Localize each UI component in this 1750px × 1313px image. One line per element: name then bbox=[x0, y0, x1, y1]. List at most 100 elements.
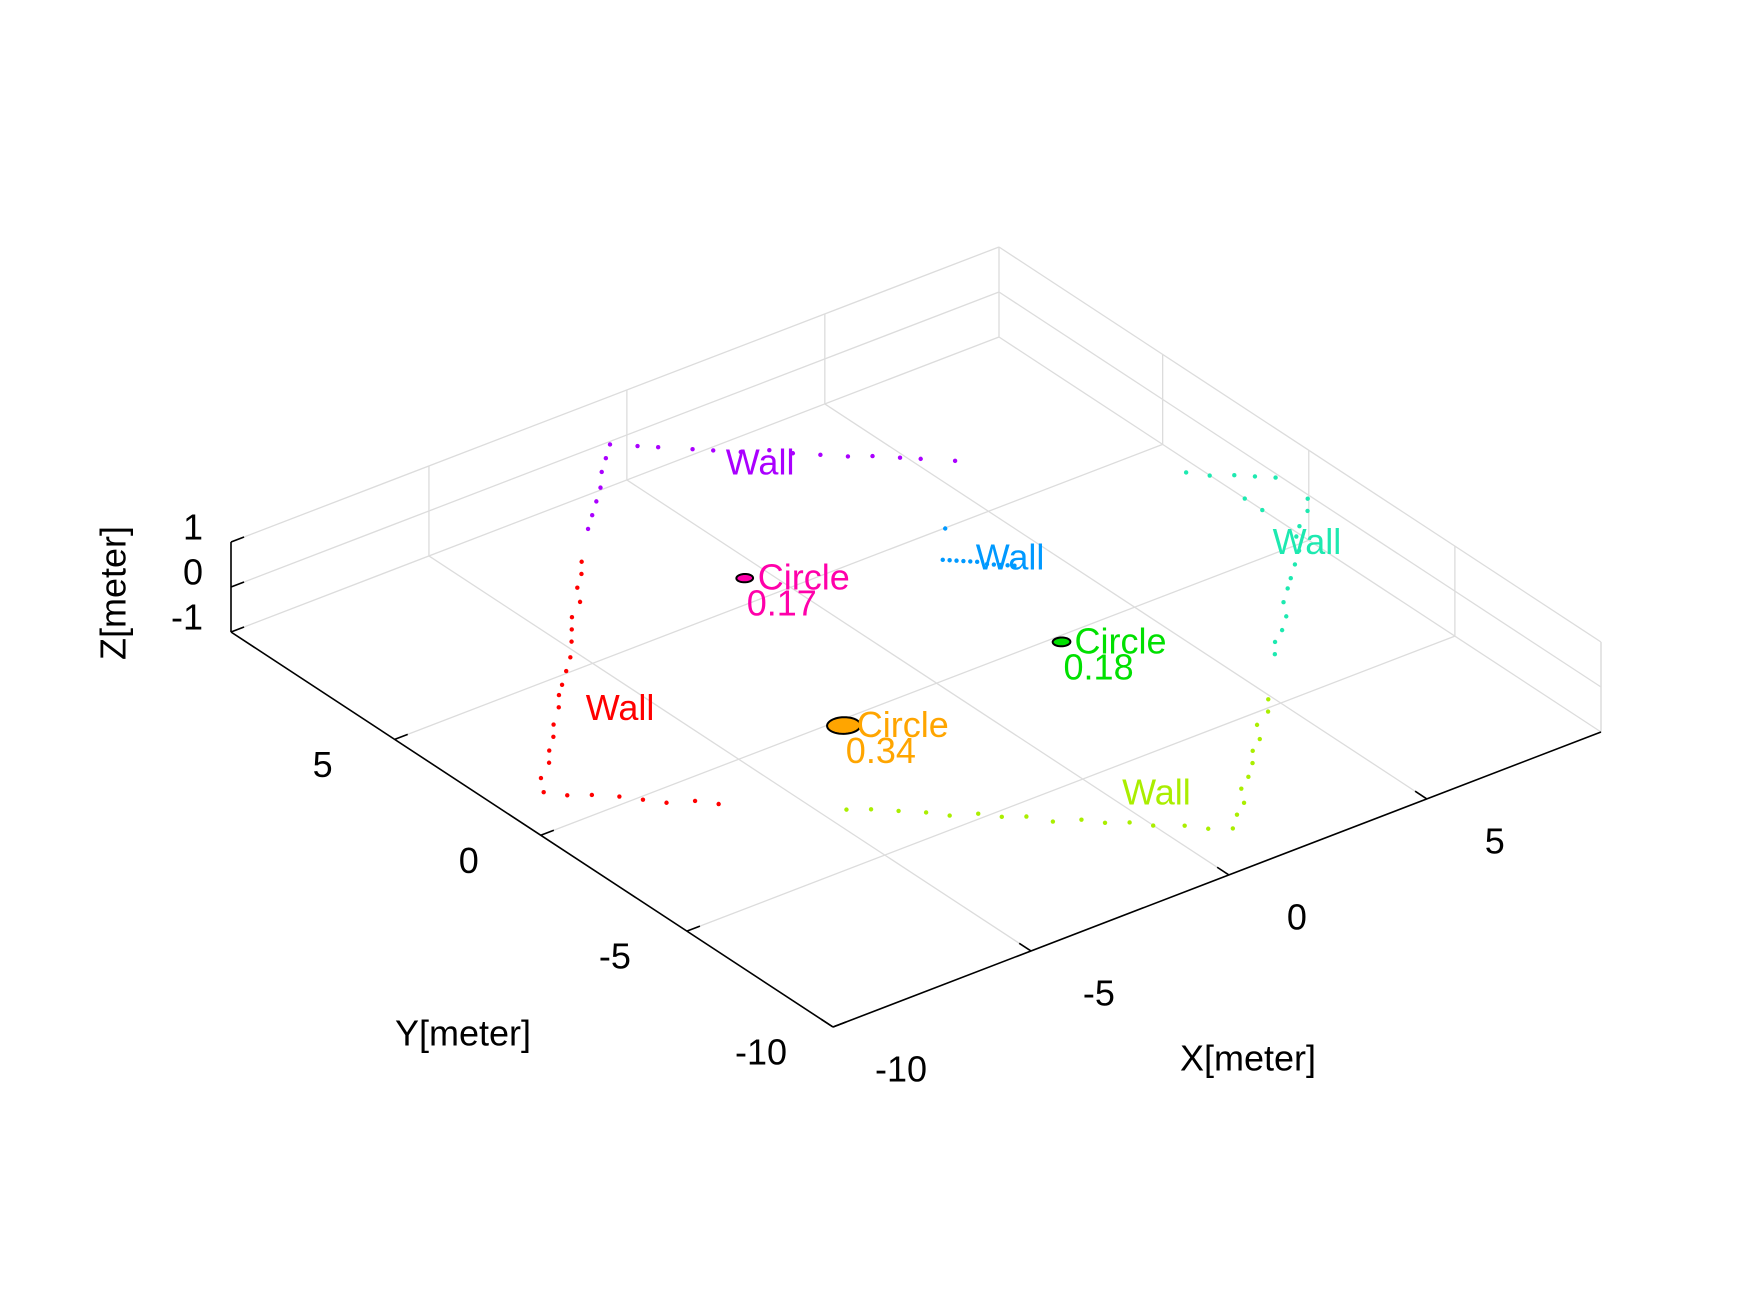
x-tick bbox=[820, 1018, 834, 1028]
x-tick-label: -10 bbox=[875, 1049, 927, 1090]
wall-point bbox=[998, 562, 1003, 568]
grid-line bbox=[428, 555, 1032, 952]
wall-point bbox=[556, 692, 562, 698]
wall-point bbox=[954, 558, 959, 563]
grid-layer bbox=[230, 246, 1602, 1028]
wall-point bbox=[952, 458, 958, 464]
wall-point bbox=[790, 451, 796, 456]
wall-point bbox=[844, 807, 849, 812]
wall-point bbox=[559, 682, 565, 687]
wall-point bbox=[640, 797, 646, 802]
x-axis-title: X[meter] bbox=[1180, 1038, 1316, 1079]
grid-line bbox=[824, 403, 1428, 800]
wall-point bbox=[690, 447, 695, 452]
wall-point bbox=[1242, 496, 1247, 501]
z-tick-label: 0 bbox=[183, 552, 203, 593]
wall-label: Wall bbox=[586, 687, 655, 728]
z-tick bbox=[230, 626, 245, 633]
wall-point bbox=[923, 810, 929, 815]
wall-point bbox=[1305, 508, 1310, 514]
wall-point bbox=[1297, 523, 1302, 529]
wall-point bbox=[551, 722, 556, 727]
wall-point bbox=[603, 456, 609, 461]
wall-point bbox=[598, 485, 603, 490]
wall-point bbox=[556, 705, 561, 710]
wall-point bbox=[1294, 534, 1299, 539]
grid-line bbox=[230, 336, 1000, 633]
wall-label: Wall bbox=[976, 536, 1045, 577]
y-tick-label: 0 bbox=[459, 840, 479, 881]
grid-line bbox=[230, 246, 1000, 543]
wall-point bbox=[1102, 820, 1108, 825]
wall-point bbox=[918, 456, 923, 462]
z-tick-label: -1 bbox=[171, 597, 203, 638]
wall-point bbox=[1285, 586, 1290, 591]
y-axis-line bbox=[230, 631, 834, 1028]
wall-point bbox=[991, 562, 997, 567]
y-tick-label: -10 bbox=[735, 1032, 787, 1073]
grid-line bbox=[998, 246, 1602, 643]
wall-point bbox=[1292, 562, 1298, 567]
wall-point bbox=[655, 445, 661, 450]
wall-point bbox=[716, 801, 721, 807]
wall-point bbox=[943, 526, 948, 531]
wall-point bbox=[635, 443, 640, 449]
grid-line bbox=[540, 539, 1310, 836]
wall-point bbox=[692, 798, 698, 804]
wall-point bbox=[896, 808, 901, 814]
wall-point bbox=[738, 449, 743, 455]
wall-point bbox=[940, 557, 945, 563]
x-tick-label: 0 bbox=[1287, 896, 1307, 937]
wall-point bbox=[1005, 563, 1010, 568]
wall-point bbox=[1239, 786, 1244, 791]
circle-label: Circle bbox=[758, 557, 850, 598]
wall-point bbox=[599, 469, 604, 475]
wall-point bbox=[1234, 812, 1240, 817]
mark-layer bbox=[538, 442, 1310, 831]
wall-point bbox=[968, 559, 973, 564]
wall-point bbox=[711, 448, 716, 453]
circle-marker bbox=[735, 572, 755, 584]
wall-point bbox=[1183, 470, 1189, 475]
wall-point bbox=[546, 760, 552, 765]
wall-point bbox=[1296, 548, 1302, 553]
wall-point bbox=[1241, 800, 1247, 806]
wall-point bbox=[1254, 722, 1260, 728]
wall-point bbox=[947, 558, 952, 563]
wall-point bbox=[569, 627, 574, 632]
wall-point bbox=[547, 748, 552, 753]
axis-layer bbox=[230, 536, 1602, 1028]
wall-point bbox=[1246, 774, 1251, 780]
wall-point bbox=[1206, 826, 1211, 831]
wall-point bbox=[564, 668, 569, 674]
wall-point bbox=[1284, 614, 1289, 619]
wall-point bbox=[1232, 473, 1237, 478]
wall-point bbox=[984, 561, 990, 567]
wall-point bbox=[1273, 475, 1278, 480]
y-axis-title: Y[meter] bbox=[395, 1013, 531, 1054]
y-tick bbox=[832, 1021, 847, 1028]
wall-point bbox=[1260, 507, 1265, 513]
wall-point bbox=[870, 453, 875, 459]
circle-marker bbox=[826, 716, 862, 735]
wall-point bbox=[974, 559, 980, 565]
wall-point bbox=[589, 792, 595, 798]
wall-point bbox=[1250, 760, 1255, 766]
wall-point bbox=[947, 813, 952, 818]
grid-line bbox=[998, 336, 1602, 733]
z-axis-title: Z[meter] bbox=[93, 526, 134, 660]
grid-line bbox=[230, 291, 1000, 588]
x-tick bbox=[1414, 790, 1428, 800]
wall-point bbox=[589, 512, 595, 518]
wall-point bbox=[569, 614, 575, 620]
wall-point bbox=[1182, 823, 1187, 828]
x-tick-label: -5 bbox=[1083, 972, 1115, 1013]
wall-point bbox=[1050, 819, 1056, 824]
wall-point bbox=[569, 639, 574, 644]
wall-point bbox=[664, 800, 669, 805]
circle-label: Circle bbox=[1075, 620, 1167, 661]
